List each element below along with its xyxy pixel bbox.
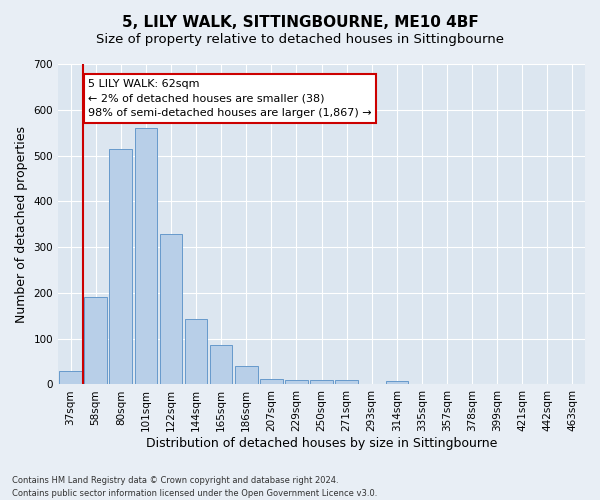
- Y-axis label: Number of detached properties: Number of detached properties: [15, 126, 28, 322]
- Text: 5, LILY WALK, SITTINGBOURNE, ME10 4BF: 5, LILY WALK, SITTINGBOURNE, ME10 4BF: [122, 15, 478, 30]
- Bar: [210, 344, 232, 385]
- Bar: [310, 380, 333, 384]
- X-axis label: Distribution of detached houses by size in Sittingbourne: Distribution of detached houses by size …: [146, 437, 497, 450]
- Bar: [109, 148, 132, 384]
- Text: 5 LILY WALK: 62sqm
← 2% of detached houses are smaller (38)
98% of semi-detached: 5 LILY WALK: 62sqm ← 2% of detached hous…: [88, 78, 372, 118]
- Text: Contains HM Land Registry data © Crown copyright and database right 2024.
Contai: Contains HM Land Registry data © Crown c…: [12, 476, 377, 498]
- Bar: [260, 378, 283, 384]
- Bar: [160, 234, 182, 384]
- Bar: [134, 128, 157, 384]
- Text: Size of property relative to detached houses in Sittingbourne: Size of property relative to detached ho…: [96, 32, 504, 46]
- Bar: [185, 319, 208, 384]
- Bar: [285, 380, 308, 384]
- Bar: [335, 380, 358, 384]
- Bar: [59, 370, 82, 384]
- Bar: [386, 382, 408, 384]
- Bar: [235, 366, 257, 384]
- Bar: [85, 298, 107, 384]
